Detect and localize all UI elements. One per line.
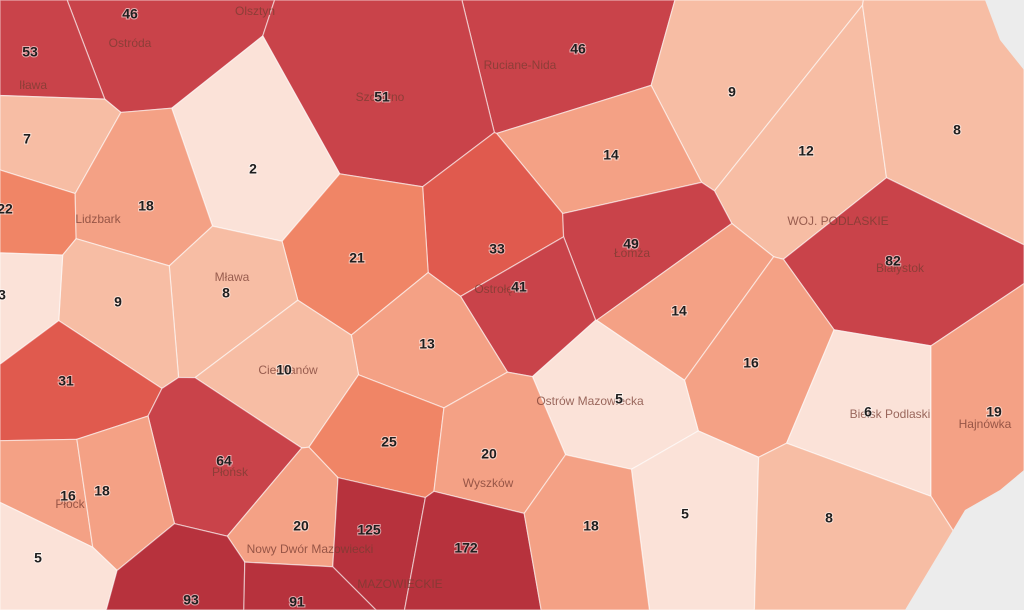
place-name: Ciechanów bbox=[258, 363, 318, 377]
region-value: 51 bbox=[374, 89, 390, 105]
place-name: MAZOWIECKIE bbox=[357, 577, 442, 591]
place-name: Płock bbox=[55, 497, 85, 511]
region-value: 9 bbox=[114, 294, 122, 310]
place-name: Ruciane-Nida bbox=[484, 58, 557, 72]
region-value: 22 bbox=[0, 201, 13, 217]
place-name: WOJ. PODLASKIE bbox=[787, 214, 888, 228]
region-value: 16 bbox=[743, 355, 759, 371]
region-value: 8 bbox=[953, 122, 961, 138]
place-name: Bielsk Podlaski bbox=[850, 407, 931, 421]
region-value: 18 bbox=[138, 198, 154, 214]
region bbox=[523, 454, 650, 610]
place-name: Iława bbox=[19, 78, 47, 92]
place-name: Ostrów Mazowiecka bbox=[536, 394, 644, 408]
region-value: 8 bbox=[825, 510, 833, 526]
region-value: 49 bbox=[623, 236, 639, 252]
region-value: 46 bbox=[122, 6, 138, 22]
region-value: 19 bbox=[986, 404, 1002, 420]
region-value: 20 bbox=[481, 446, 497, 462]
place-name: Szczytno bbox=[356, 90, 405, 104]
region-value: 82 bbox=[885, 253, 901, 269]
region-value: 5 bbox=[615, 391, 623, 407]
region-value: 14 bbox=[603, 147, 619, 163]
place-name: Olsztyn bbox=[235, 4, 275, 18]
region-value: 46 bbox=[570, 41, 586, 57]
place-name: Ostrołęka bbox=[474, 282, 526, 296]
region-value: 16 bbox=[60, 488, 76, 504]
place-name: Wyszków bbox=[463, 476, 514, 490]
region-value: 12 bbox=[798, 143, 814, 159]
region-value: 2 bbox=[249, 161, 257, 177]
region-value: 33 bbox=[489, 241, 505, 257]
region-value: 13 bbox=[419, 336, 435, 352]
region-value: 18 bbox=[94, 483, 110, 499]
region-value: 31 bbox=[58, 373, 74, 389]
region-value: 3 bbox=[0, 287, 6, 303]
region-value: 125 bbox=[357, 522, 381, 538]
region-value: 10 bbox=[276, 362, 292, 378]
region bbox=[630, 430, 760, 610]
region-value: 6 bbox=[864, 404, 872, 420]
region-value: 172 bbox=[454, 540, 478, 556]
place-name: Ostróda bbox=[109, 36, 152, 50]
region-value: 14 bbox=[671, 303, 687, 319]
region-value: 93 bbox=[183, 592, 199, 608]
place-labels: Olsztyn Ostróda Ruciane-Nida Szczytno Iława L… bbox=[19, 4, 1012, 591]
place-name: Lidzbark bbox=[75, 212, 121, 226]
region-value: 25 bbox=[381, 434, 397, 450]
region-value: 20 bbox=[293, 518, 309, 534]
region bbox=[243, 561, 377, 610]
region-value: 21 bbox=[349, 250, 365, 266]
region-value: 5 bbox=[34, 550, 42, 566]
place-name: Łomża bbox=[614, 246, 650, 260]
place-name: Mława bbox=[215, 270, 250, 284]
region-value: 53 bbox=[22, 44, 38, 60]
region-value: 91 bbox=[289, 594, 305, 610]
region-value: 41 bbox=[511, 279, 527, 295]
region-value: 5 bbox=[681, 506, 689, 522]
outside-area bbox=[905, 470, 1024, 610]
place-name: Białystok bbox=[876, 261, 925, 275]
region-value: 8 bbox=[222, 285, 230, 301]
place-name: Hajnówka bbox=[959, 417, 1012, 431]
region-value: 7 bbox=[23, 131, 31, 147]
region-value: 64 bbox=[216, 453, 232, 469]
place-name: Płońsk bbox=[212, 465, 249, 479]
place-name: Nowy Dwór Mazowiecki bbox=[247, 542, 374, 556]
outside-area bbox=[985, 0, 1024, 70]
region-value: 9 bbox=[728, 84, 736, 100]
region-value: 18 bbox=[583, 518, 599, 534]
